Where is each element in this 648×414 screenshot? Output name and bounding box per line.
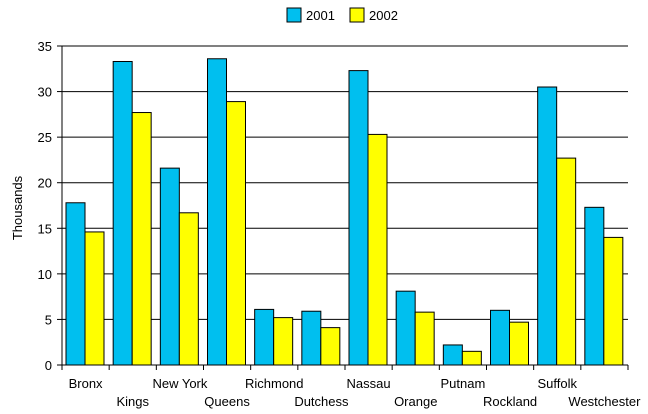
- legend-swatch-2002: [349, 7, 365, 23]
- y-tick-label: 0: [45, 358, 52, 373]
- x-tick-label: Rockland: [483, 394, 537, 409]
- x-tick-label: Richmond: [245, 376, 304, 391]
- bar-2001-dutchess: [301, 310, 322, 366]
- bar-2002-queens: [226, 101, 246, 366]
- x-tick-label: Dutchess: [294, 394, 349, 409]
- legend-label-2001: 2001: [306, 8, 335, 23]
- bars: [65, 58, 624, 366]
- bar-2002-bronx: [84, 231, 105, 366]
- y-tick-label: 30: [38, 85, 52, 100]
- bar-2002-putnam: [461, 350, 482, 366]
- x-tick-label: New York: [152, 376, 207, 391]
- y-tick-label: 5: [45, 312, 52, 327]
- bar-2002-rockland: [509, 321, 529, 366]
- axes: [61, 46, 628, 366]
- bar-2001-rockland: [490, 309, 510, 366]
- bar-2002-nassau: [367, 133, 388, 366]
- bar-2001-queens: [207, 58, 227, 366]
- y-axis-title: Thousands: [10, 175, 25, 240]
- bar-2001-nassau: [348, 70, 369, 366]
- y-tick-label: 25: [38, 130, 52, 145]
- y-tick-labels: 0 5 10 15 20 25 30 35: [38, 39, 52, 373]
- x-tick-label: Orange: [394, 394, 437, 409]
- x-tick-label: Suffolk: [537, 376, 577, 391]
- bar-2001-orange: [395, 290, 416, 366]
- bar-2001-suffolk: [537, 86, 558, 366]
- gridlines: [57, 45, 629, 370]
- y-tick-label: 20: [38, 176, 52, 191]
- bar-2002-suffolk: [556, 157, 577, 366]
- y-tick-label: 35: [38, 39, 52, 54]
- x-tick-label: Queens: [204, 394, 250, 409]
- x-tick-label: Bronx: [69, 376, 103, 391]
- bar-2002-richmond: [273, 317, 294, 366]
- bar-2002-orange: [414, 311, 435, 366]
- x-tick-label: Nassau: [347, 376, 391, 391]
- y-tick-label: 15: [38, 221, 52, 236]
- bar-2002-kings: [131, 112, 152, 366]
- bar-2002-westchester: [603, 236, 624, 366]
- bar-2001-new-york: [159, 167, 180, 366]
- bar-2001-putnam: [442, 344, 463, 366]
- x-tick-label: Putnam: [441, 376, 486, 391]
- y-tick-label: 10: [38, 267, 52, 282]
- legend-label-2002: 2002: [369, 8, 398, 23]
- legend: 2001 2002: [286, 7, 398, 23]
- bar-2001-bronx: [65, 202, 86, 366]
- bar-2001-kings: [112, 60, 133, 366]
- bar-2001-westchester: [584, 206, 605, 366]
- x-tick-label: Kings: [116, 394, 149, 409]
- bar-2001-richmond: [254, 308, 275, 366]
- x-tick-label: Westchester: [568, 394, 641, 409]
- bar-2002-dutchess: [320, 327, 341, 366]
- legend-swatch-2001: [286, 7, 302, 23]
- bar-2002-new-york: [178, 212, 199, 366]
